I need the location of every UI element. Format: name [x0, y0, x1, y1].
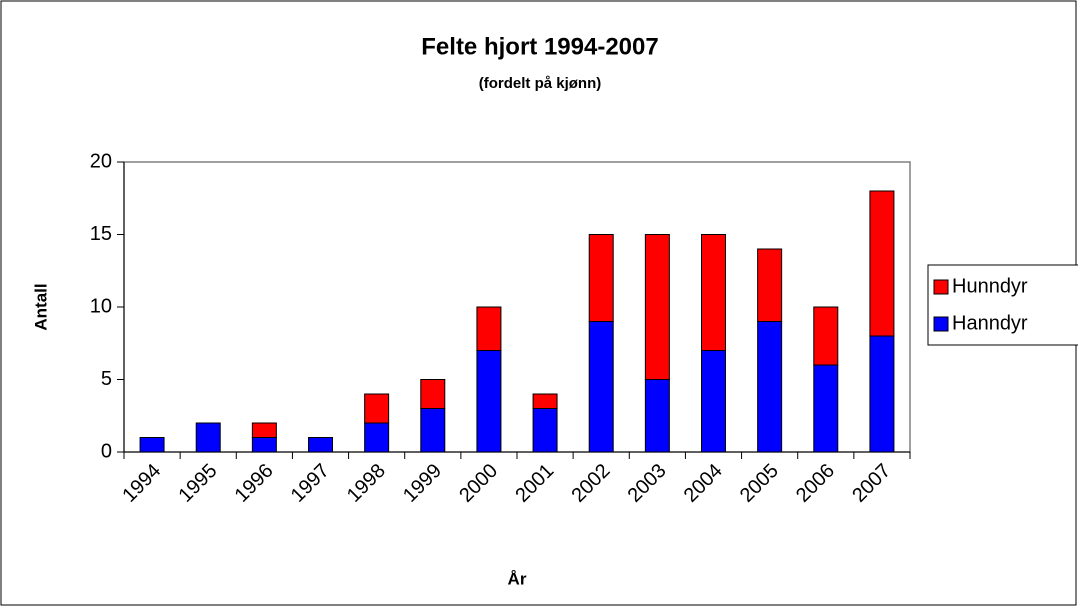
y-tick-label: 20 — [90, 150, 112, 172]
y-axis-label: Antall — [31, 283, 50, 330]
x-axis-label: År — [508, 569, 527, 588]
bar-segment — [139, 437, 165, 453]
bar-segment — [532, 393, 558, 409]
bar-segment — [251, 422, 277, 438]
legend-swatch — [933, 316, 949, 332]
y-tick-label: 10 — [90, 295, 112, 317]
bar-segment — [195, 422, 221, 453]
plot-area — [123, 161, 911, 453]
bar-segment — [869, 190, 895, 337]
bar-segment — [757, 321, 783, 453]
bar-segment — [644, 234, 670, 380]
bar-segment — [532, 408, 558, 453]
chart-subtitle: (fordelt på kjønn) — [479, 75, 602, 92]
legend-label: Hanndyr — [952, 312, 1028, 334]
legend-label: Hunndyr — [952, 275, 1028, 297]
bar-segment — [476, 306, 502, 351]
bar-segment — [588, 234, 614, 322]
bar-segment — [588, 321, 614, 453]
bar-segment — [364, 393, 390, 424]
bar-segment — [813, 364, 839, 453]
y-tick-label: 0 — [101, 440, 112, 462]
legend-box — [927, 264, 1078, 346]
bar-segment — [869, 335, 895, 453]
bar-segment — [476, 350, 502, 453]
bar-segment — [308, 437, 333, 453]
bar-segment — [364, 422, 390, 453]
bar-segment — [644, 379, 670, 453]
chart-title: Felte hjort 1994-2007 — [421, 33, 658, 60]
legend-swatch — [933, 279, 949, 295]
bar-segment — [420, 408, 446, 453]
bar-segment — [420, 379, 446, 409]
bar-segment — [757, 248, 783, 322]
y-tick-label: 5 — [101, 368, 112, 390]
bar-segment — [813, 306, 839, 366]
bar-segment — [701, 350, 726, 453]
y-tick-label: 15 — [90, 223, 112, 245]
bar-segment — [701, 234, 726, 351]
bar-segment — [251, 437, 277, 453]
